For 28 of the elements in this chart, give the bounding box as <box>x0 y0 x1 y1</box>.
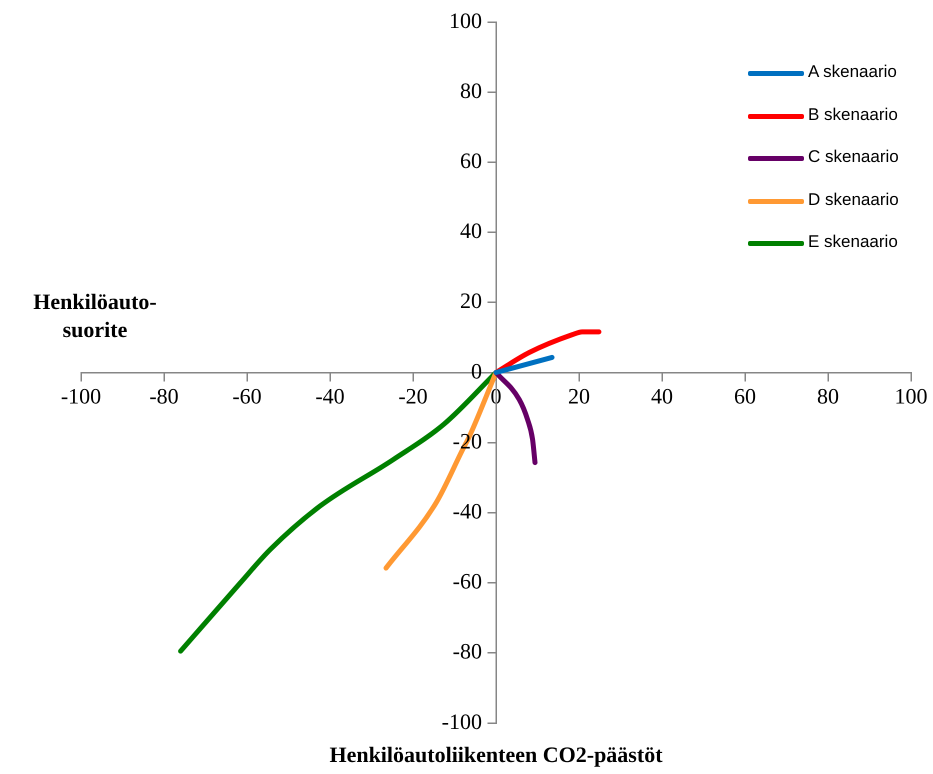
x-tick-label: -60 <box>232 383 262 408</box>
legend-label: B skenaario <box>808 104 898 124</box>
y-tick-label: 60 <box>460 148 482 173</box>
x-tick-label: 60 <box>734 383 756 408</box>
x-axis-title: Henkilöautoliikenteen CO2-päästöt <box>328 742 664 768</box>
legend-label: D skenaario <box>808 190 899 210</box>
legend-label: C skenaario <box>808 147 899 167</box>
legend-label: E skenaario <box>808 232 898 252</box>
x-tick-label: -100 <box>60 383 102 408</box>
x-tick-label: 80 <box>817 383 839 408</box>
y-tick-label: 100 <box>449 8 482 33</box>
y-tick-label: 80 <box>460 78 482 103</box>
x-tick-label: -20 <box>398 383 428 408</box>
y-axis-title: Henkilöauto- suorite <box>32 288 158 344</box>
x-tick-label: 40 <box>651 383 673 408</box>
y-tick-label: -60 <box>452 568 482 594</box>
y-tick-label: 0 <box>471 358 482 384</box>
x-tick-label: 0 <box>490 383 502 408</box>
x-tick-label: -80 <box>149 383 179 408</box>
x-tick-label: 20 <box>568 383 590 408</box>
x-tick-label: 100 <box>894 383 928 408</box>
legend-label: A skenaario <box>808 62 897 82</box>
y-tick-label: -80 <box>452 638 482 664</box>
y-tick-label: -40 <box>452 498 482 524</box>
y-tick-label: 20 <box>460 288 482 314</box>
y-tick-label: -100 <box>442 708 482 734</box>
y-tick-label: 40 <box>460 218 482 244</box>
x-tick-label: -40 <box>315 383 345 408</box>
